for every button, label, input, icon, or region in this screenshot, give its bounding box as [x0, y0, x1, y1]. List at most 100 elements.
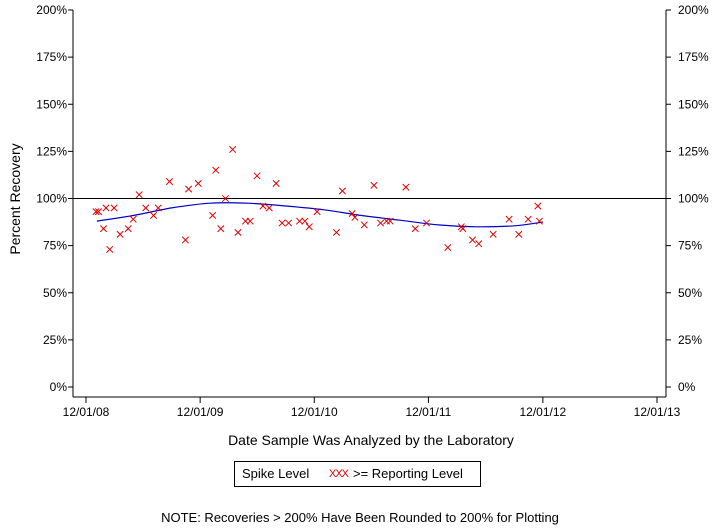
- data-point-stroke: [142, 204, 150, 212]
- y-tick-label-left: 175%: [36, 50, 67, 64]
- y-tick-label-right: 75%: [678, 239, 702, 253]
- x-tick-label: 12/01/13: [634, 405, 681, 419]
- data-point-stroke: [370, 181, 378, 189]
- data-point-marker: [99, 225, 108, 233]
- data-point-stroke: [124, 225, 132, 233]
- data-point-marker: [265, 204, 273, 212]
- x-tick-label: 12/01/09: [177, 405, 224, 419]
- data-point-stroke: [402, 183, 410, 191]
- data-point-marker: [386, 217, 394, 225]
- data-point-stroke: [185, 185, 193, 193]
- data-point-marker: [411, 225, 419, 233]
- data-point-marker: [229, 145, 237, 154]
- data-point-marker: [360, 221, 368, 229]
- data-point-marker: [142, 204, 150, 212]
- data-point-stroke: [154, 204, 162, 212]
- data-point-stroke: [181, 236, 189, 244]
- data-point-marker: [272, 179, 280, 187]
- y-tick-label-right: 100%: [678, 192, 709, 206]
- y-tick-label-left: 100%: [36, 192, 67, 206]
- y-axis-title: Percent Recovery: [7, 143, 23, 254]
- data-point-stroke: [296, 217, 304, 225]
- data-point-stroke: [234, 228, 242, 236]
- data-point-stroke: [351, 213, 359, 221]
- data-point-marker: [348, 210, 356, 218]
- data-point-marker: [116, 230, 124, 238]
- data-point-stroke: [246, 217, 254, 225]
- data-point-stroke: [94, 208, 103, 216]
- y-tick-label-right: 25%: [678, 333, 702, 347]
- data-point-marker: [402, 183, 410, 191]
- data-point-stroke: [278, 219, 286, 227]
- data-point-marker: [313, 208, 321, 216]
- data-point-marker: [124, 225, 132, 233]
- data-point-stroke: [534, 202, 542, 210]
- y-tick-label-left: 50%: [43, 286, 67, 300]
- x-tick-label: 12/01/08: [63, 405, 110, 419]
- y-tick-label-left: 75%: [43, 239, 67, 253]
- data-point-marker: [217, 225, 225, 233]
- data-point-marker: [301, 217, 309, 225]
- footer-note: NOTE: Recoveries > 200% Have Been Rounde…: [161, 510, 559, 525]
- data-point-stroke: [209, 211, 217, 220]
- y-tick-label-left: 200%: [36, 3, 67, 17]
- data-point-stroke: [149, 211, 158, 220]
- data-point-stroke: [221, 194, 230, 203]
- legend-marker-label: >= Reporting Level: [353, 466, 463, 481]
- data-point-marker: [444, 243, 452, 252]
- data-point-marker: [370, 181, 378, 189]
- data-point-marker: [351, 213, 359, 221]
- data-point-stroke: [301, 217, 309, 225]
- data-point-stroke: [272, 179, 280, 187]
- data-point-stroke: [386, 217, 394, 225]
- data-point-marker: [253, 172, 261, 180]
- x-tick-label: 12/01/12: [520, 405, 567, 419]
- data-point-stroke: [348, 210, 356, 218]
- data-point-marker: [535, 217, 543, 225]
- data-point-marker: [129, 215, 137, 223]
- data-point-marker: [305, 223, 313, 231]
- data-point-marker: [185, 185, 193, 193]
- y-tick-label-right: 200%: [678, 3, 709, 17]
- data-point-marker: [221, 194, 230, 203]
- data-point-marker: [332, 228, 341, 236]
- y-tick-label-left: 150%: [36, 97, 67, 111]
- data-point-stroke: [217, 225, 225, 233]
- data-point-marker: [135, 191, 143, 199]
- legend-marker-glyphs: XXX: [329, 468, 349, 480]
- data-point-marker: [149, 211, 158, 220]
- data-point-marker: [246, 217, 254, 225]
- data-point-marker: [106, 245, 114, 253]
- y-tick-label-right: 175%: [678, 50, 709, 64]
- data-point-stroke: [92, 208, 100, 216]
- data-point-stroke: [338, 187, 346, 195]
- data-point-stroke: [135, 191, 143, 199]
- data-point-stroke: [489, 230, 497, 238]
- data-point-stroke: [422, 219, 431, 227]
- x-ticks: 12/01/08 12/01/09 12/01/10 12/01/11 12/01/12…: [63, 397, 681, 419]
- data-point-stroke: [259, 202, 267, 210]
- data-point-marker: [181, 236, 189, 244]
- y-tick-label-right: 0%: [678, 380, 696, 394]
- data-point-stroke: [515, 230, 523, 238]
- data-point-stroke: [459, 225, 467, 233]
- data-point-marker: [194, 179, 202, 187]
- data-point-marker: [377, 219, 385, 227]
- axes: [72, 10, 667, 398]
- data-point-marker: [475, 240, 483, 248]
- data-point-stroke: [468, 236, 477, 244]
- data-point-marker: [165, 177, 174, 186]
- data-point-marker: [102, 204, 110, 212]
- y-tick-label-left: 25%: [43, 333, 67, 347]
- data-point-marker: [534, 202, 542, 210]
- data-point-marker: [338, 187, 346, 195]
- data-point-stroke: [411, 225, 419, 233]
- data-point-marker: [278, 219, 286, 227]
- data-points: [92, 145, 543, 253]
- data-point-marker: [505, 215, 513, 223]
- data-point-stroke: [475, 240, 483, 248]
- data-point-stroke: [313, 208, 321, 216]
- data-point-marker: [110, 204, 118, 212]
- data-point-stroke: [194, 179, 202, 187]
